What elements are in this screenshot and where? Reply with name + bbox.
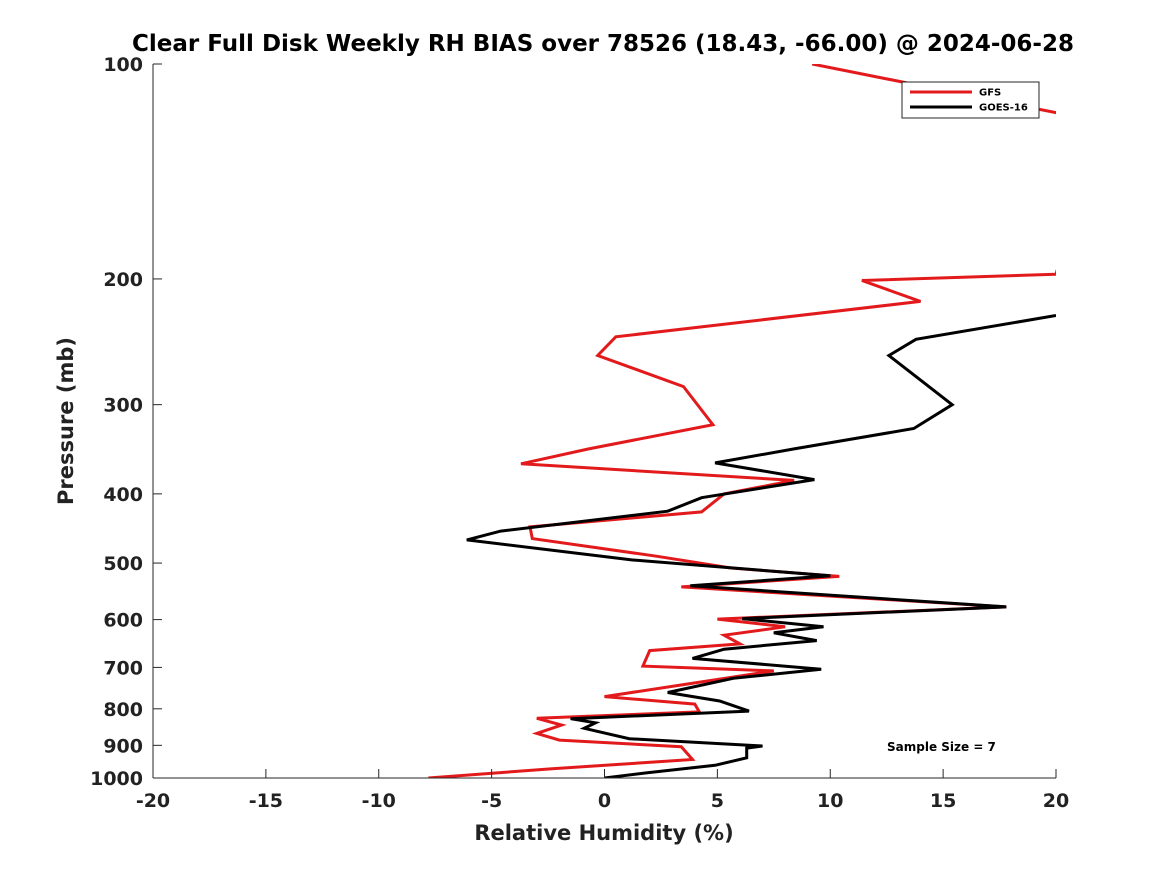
y-tick-label: 200 — [103, 269, 143, 291]
y-axis-title: Pressure (mb) — [54, 337, 78, 505]
sample-size-annotation: Sample Size = 7 — [887, 740, 996, 754]
x-tick-label: 10 — [817, 790, 843, 812]
x-tick-label: 20 — [1043, 790, 1069, 812]
series-line-gfs — [428, 64, 1056, 778]
y-tick-label: 700 — [103, 657, 143, 679]
series-layer — [428, 64, 1056, 778]
x-tick-label: -10 — [362, 790, 396, 812]
legend: GFS GOES-16 — [901, 81, 1040, 119]
y-tick-label: 1000 — [90, 768, 143, 790]
y-axis-ticks: 100 200 300 400 500 600 700 800 900 1000 — [90, 54, 162, 790]
x-tick-label: 0 — [598, 790, 611, 812]
x-tick-label: -20 — [136, 790, 170, 812]
y-tick-label: 400 — [103, 484, 143, 506]
chart-title: Clear Full Disk Weekly RH BIAS over 7852… — [132, 31, 1074, 57]
x-tick-label: -5 — [481, 790, 502, 812]
legend-label-goes16: GOES-16 — [979, 103, 1028, 114]
x-tick-label: 15 — [930, 790, 956, 812]
y-tick-label: 300 — [103, 395, 143, 417]
y-tick-label: 800 — [103, 699, 143, 721]
y-tick-label: 900 — [103, 735, 143, 757]
legend-label-gfs: GFS — [979, 88, 1001, 99]
x-axis-ticks: -20 -15 -10 -5 0 5 10 15 20 — [136, 769, 1069, 812]
y-tick-label: 600 — [103, 610, 143, 632]
y-tick-label: 100 — [103, 54, 143, 76]
x-tick-label: -15 — [249, 790, 283, 812]
plot-area — [152, 64, 1056, 779]
x-axis-title: Relative Humidity (%) — [474, 821, 733, 845]
x-tick-label: 5 — [711, 790, 724, 812]
series-line-goes16 — [466, 314, 1056, 778]
legend-box — [901, 81, 1040, 119]
y-tick-label: 500 — [103, 553, 143, 575]
